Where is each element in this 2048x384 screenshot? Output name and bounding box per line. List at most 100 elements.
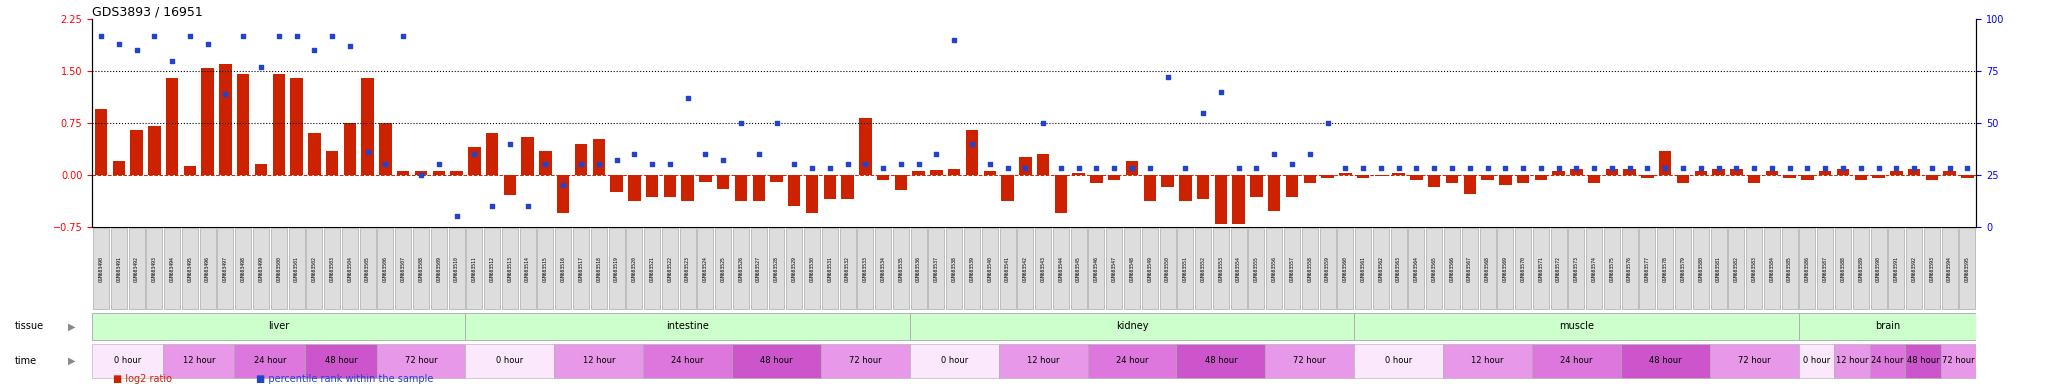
Text: intestine: intestine (666, 321, 709, 331)
Point (1257, 151, 1290, 157)
FancyBboxPatch shape (449, 228, 465, 310)
Point (1507, 166, 1540, 172)
Point (1454, 166, 1487, 172)
Point (866, 166, 899, 172)
Point (528, 161, 561, 167)
Point (121, 47, 154, 53)
Bar (469, 147, 481, 175)
Text: GSM603507: GSM603507 (401, 256, 406, 282)
Text: GSM603547: GSM603547 (1112, 256, 1116, 282)
Point (281, 33, 313, 39)
FancyBboxPatch shape (1337, 228, 1354, 310)
Bar (1055, 175, 1067, 213)
FancyBboxPatch shape (145, 228, 162, 310)
Text: GSM603540: GSM603540 (987, 256, 993, 282)
Bar (698, 175, 711, 182)
FancyBboxPatch shape (1124, 228, 1141, 310)
Text: GSM603527: GSM603527 (756, 256, 762, 282)
FancyBboxPatch shape (840, 228, 856, 310)
Text: GSM603543: GSM603543 (1040, 256, 1047, 282)
Point (174, 33, 207, 39)
Bar (895, 175, 907, 190)
Text: GSM603518: GSM603518 (596, 256, 602, 282)
FancyBboxPatch shape (1034, 228, 1051, 310)
Text: GSM603534: GSM603534 (881, 256, 885, 282)
Text: GSM603593: GSM603593 (1929, 256, 1935, 282)
Bar (238, 74, 250, 175)
Point (1436, 166, 1468, 172)
FancyBboxPatch shape (307, 228, 322, 310)
Point (1151, 74, 1184, 80)
FancyBboxPatch shape (1694, 228, 1708, 310)
Text: 12 hour: 12 hour (1026, 356, 1059, 366)
Bar (1819, 171, 1831, 175)
Text: 72 hour: 72 hour (1942, 356, 1974, 366)
FancyBboxPatch shape (360, 228, 375, 310)
Point (1010, 166, 1042, 172)
FancyBboxPatch shape (627, 228, 643, 310)
FancyBboxPatch shape (270, 228, 287, 310)
Point (1630, 166, 1663, 172)
FancyBboxPatch shape (1907, 228, 1923, 310)
FancyBboxPatch shape (643, 228, 659, 310)
Bar (485, 133, 498, 175)
FancyBboxPatch shape (1550, 228, 1567, 310)
Text: GSM603500: GSM603500 (276, 256, 281, 282)
Text: GSM603537: GSM603537 (934, 256, 938, 282)
Text: GSM603526: GSM603526 (739, 256, 743, 282)
Point (920, 151, 952, 157)
Point (1169, 166, 1202, 172)
FancyBboxPatch shape (1532, 344, 1620, 378)
Bar (1427, 175, 1440, 187)
Text: GSM603495: GSM603495 (188, 256, 193, 282)
Point (1649, 166, 1681, 172)
Point (1239, 166, 1272, 172)
Point (1720, 166, 1753, 172)
Text: GSM603563: GSM603563 (1397, 256, 1401, 282)
Bar (166, 78, 178, 175)
Bar (1393, 173, 1405, 175)
Bar (1214, 175, 1227, 225)
Text: GSM603515: GSM603515 (543, 256, 549, 282)
FancyBboxPatch shape (92, 313, 465, 340)
Bar (416, 171, 428, 175)
Point (1098, 166, 1130, 172)
Point (707, 157, 739, 163)
Text: GSM603539: GSM603539 (969, 256, 975, 282)
Text: 24 hour: 24 hour (1116, 356, 1149, 366)
FancyBboxPatch shape (965, 228, 981, 310)
Text: GSM603541: GSM603541 (1006, 256, 1010, 282)
Text: GSM603576: GSM603576 (1628, 256, 1632, 282)
Text: ■ log2 ratio: ■ log2 ratio (113, 374, 172, 384)
Bar (1161, 175, 1174, 187)
Bar (254, 164, 266, 175)
FancyBboxPatch shape (1178, 228, 1194, 310)
FancyBboxPatch shape (662, 228, 678, 310)
Text: GSM603583: GSM603583 (1751, 256, 1757, 282)
Point (459, 151, 492, 157)
Point (1542, 166, 1575, 172)
Text: GSM603538: GSM603538 (952, 256, 956, 282)
Point (1862, 166, 1894, 172)
FancyBboxPatch shape (111, 228, 127, 310)
Text: GSM603575: GSM603575 (1610, 256, 1614, 282)
FancyBboxPatch shape (1800, 228, 1815, 310)
Bar (1358, 175, 1370, 178)
FancyBboxPatch shape (981, 228, 997, 310)
FancyBboxPatch shape (305, 344, 377, 378)
Bar (1606, 169, 1618, 175)
FancyBboxPatch shape (999, 228, 1016, 310)
FancyBboxPatch shape (201, 228, 215, 310)
Text: GSM603595: GSM603595 (1964, 256, 1970, 282)
FancyBboxPatch shape (377, 228, 393, 310)
Bar (1962, 175, 1974, 178)
Text: GSM603579: GSM603579 (1681, 256, 1686, 282)
Point (1915, 166, 1948, 172)
Bar (504, 175, 516, 195)
Point (956, 141, 989, 147)
FancyBboxPatch shape (1853, 228, 1868, 310)
Text: ▶: ▶ (68, 356, 76, 366)
Text: GSM603494: GSM603494 (170, 256, 174, 282)
Text: 48 hour: 48 hour (760, 356, 793, 366)
Text: GSM603493: GSM603493 (152, 256, 158, 282)
